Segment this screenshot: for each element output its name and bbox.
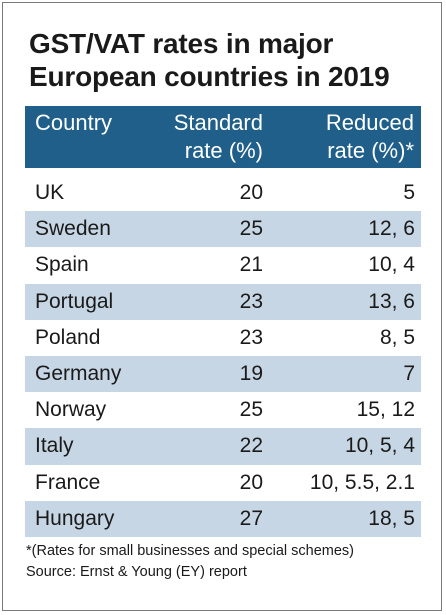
cell-standard-rate: 19: [239, 361, 263, 385]
header-reduced-line-2: rate (%)*: [327, 138, 414, 163]
cell-country: Portugal: [35, 289, 114, 313]
footnote-note: *(Rates for small businesses and special…: [26, 543, 354, 559]
header-standard-rate: Standard rate (%): [174, 109, 263, 165]
cell-country: Italy: [35, 434, 74, 458]
table-row: UK 20 5: [25, 175, 421, 211]
cell-reduced-rate: 10, 4: [368, 253, 415, 277]
cell-standard-rate: 20: [239, 470, 263, 494]
table-row: Norway 25 15, 12: [25, 392, 421, 428]
cell-country: Germany: [35, 361, 122, 385]
footnote-source: Source: Ernst & Young (EY) report: [26, 564, 247, 580]
cell-reduced-rate: 10, 5, 4: [344, 434, 415, 458]
table-row: Sweden 25 12, 6: [25, 211, 421, 248]
cell-standard-rate: 27: [239, 506, 263, 530]
page-title: GST/VAT rates in major European countrie…: [29, 27, 390, 93]
cell-country: Poland: [35, 325, 101, 349]
header-standard-line-1: Standard: [173, 110, 263, 135]
cell-reduced-rate: 10, 5.5, 2.1: [309, 470, 415, 494]
cell-standard-rate: 23: [239, 325, 263, 349]
cell-standard-rate: 23: [239, 289, 263, 313]
header-standard-line-2: rate (%): [184, 138, 263, 163]
table-row: France 20 10, 5.5, 2.1: [25, 465, 421, 501]
table-row: Germany 19 7: [25, 355, 421, 393]
title-line-1: GST/VAT rates in major: [29, 28, 334, 59]
cell-standard-rate: 22: [239, 434, 263, 458]
table-row: Poland 23 8, 5: [25, 320, 421, 356]
cell-country: Norway: [35, 398, 107, 422]
cell-standard-rate: 20: [239, 181, 263, 204]
cell-reduced-rate: 13, 6: [368, 289, 415, 313]
cell-reduced-rate: 12, 6: [368, 217, 415, 241]
footnote: *(Rates for small businesses and special…: [26, 541, 354, 583]
cell-country: Hungary: [35, 506, 115, 530]
cell-country: France: [35, 470, 101, 494]
cell-country: UK: [35, 181, 65, 204]
header-reduced-rate: Reduced rate (%)*: [326, 109, 414, 165]
table-header: Country Standard rate (%) Reduced rate (…: [25, 106, 421, 168]
table-body: UK 20 5 Sweden 25 12, 6 Spain 21 10, 4 P…: [25, 175, 421, 537]
cell-country: Spain: [35, 253, 89, 277]
table-row: Portugal 23 13, 6: [25, 283, 421, 320]
cell-standard-rate: 25: [239, 217, 263, 241]
header-country: Country: [35, 110, 113, 135]
cell-reduced-rate: 18, 5: [368, 506, 415, 530]
cell-reduced-rate: 5: [403, 181, 415, 204]
table-row: Spain 21 10, 4: [25, 247, 421, 283]
header-reduced-line-1: Reduced: [325, 110, 414, 135]
cell-standard-rate: 25: [239, 398, 263, 422]
cell-country: Sweden: [35, 217, 111, 241]
title-line-2: European countries in 2019: [29, 61, 390, 92]
cell-reduced-rate: 15, 12: [356, 398, 415, 422]
cell-standard-rate: 21: [239, 253, 263, 277]
table-row: Hungary 27 18, 5: [25, 500, 421, 537]
cell-reduced-rate: 7: [403, 361, 415, 385]
table-row: Italy 22 10, 5, 4: [25, 428, 421, 465]
cell-reduced-rate: 8, 5: [379, 325, 415, 349]
